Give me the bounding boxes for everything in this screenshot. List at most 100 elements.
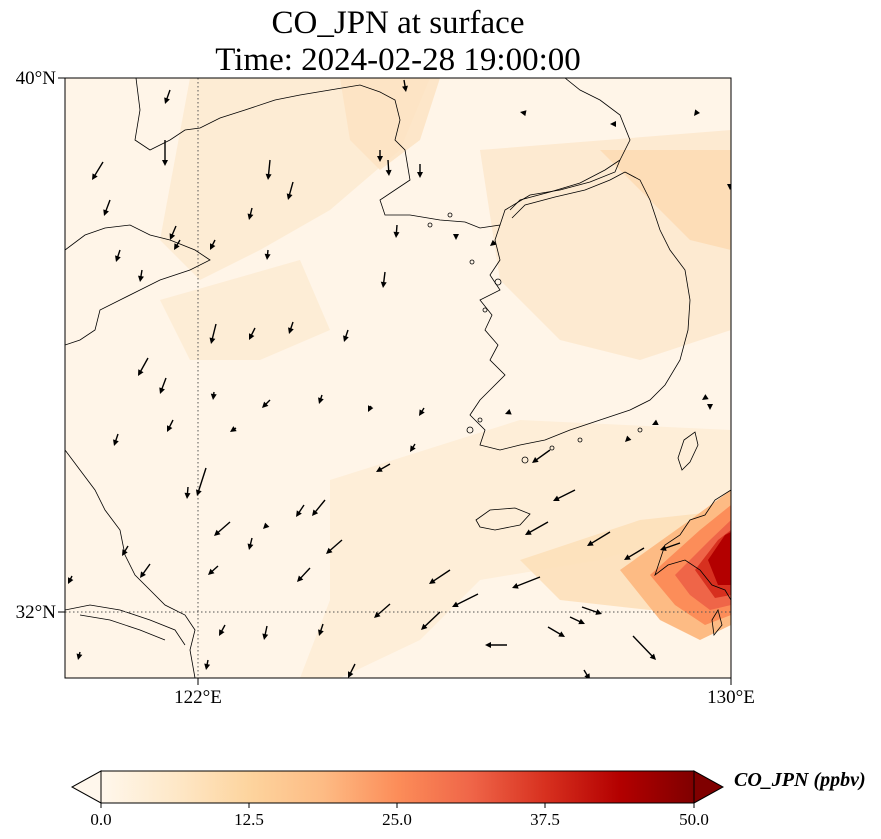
wind-arrow-head: [553, 495, 560, 501]
colorbar-tick: 37.5: [530, 810, 560, 829]
wind-arrow-head: [169, 233, 176, 240]
wind-arrow-head: [286, 193, 293, 200]
wind-arrow-shaft: [514, 576, 541, 588]
wind-arrow-head: [159, 387, 165, 394]
wind-arrow-head: [702, 394, 709, 400]
wind-arrow-head: [162, 160, 168, 166]
wind-arrow-head: [230, 426, 237, 432]
wind-arrow-head: [204, 663, 211, 670]
wind-arrow-head: [512, 583, 519, 589]
wind-arrow-head: [520, 110, 527, 117]
wind-arrow-head: [429, 578, 436, 584]
wind-arrow-shaft: [454, 593, 479, 607]
wind-arrow-head: [410, 445, 416, 452]
wind-arrow-head: [694, 109, 700, 116]
wind-arrow-head: [584, 673, 590, 678]
wind-arrow-head: [649, 653, 656, 660]
gridlines: [65, 78, 731, 678]
wind-arrow-shaft: [422, 611, 441, 629]
wind-arrow-shaft: [581, 606, 600, 614]
wind-arrow-shaft: [527, 521, 549, 535]
wind-arrow-head: [624, 554, 631, 560]
map-subtitle: Time: 2024-02-28 19:00:00: [215, 42, 581, 78]
wind-arrow-head: [348, 671, 354, 678]
wind-arrow-head: [558, 631, 565, 637]
wind-arrow-head: [140, 571, 146, 578]
lat-tick-40: 40°N: [16, 68, 57, 89]
wind-arrow-head: [421, 623, 428, 630]
wind-arrow-head: [249, 333, 255, 340]
wind-arrow-shaft: [534, 449, 551, 462]
wind-arrow-head: [138, 275, 144, 282]
wind-arrow-shaft: [92, 161, 104, 178]
wind-arrow-head: [208, 568, 215, 575]
wind-arrow-shaft: [589, 531, 611, 546]
wind-arrow-head: [417, 172, 423, 178]
wind-arrow-head: [174, 243, 180, 250]
wind-arrow-head: [368, 405, 374, 412]
wind-arrow-head: [393, 231, 400, 238]
wind-arrow-head: [453, 234, 459, 240]
wind-arrow-shaft: [197, 467, 207, 494]
wind-arrow-head: [490, 239, 497, 246]
wind-arrow-head: [318, 397, 324, 404]
wind-arrow-head: [76, 653, 83, 660]
wind-arrow-head: [122, 549, 128, 556]
colorbar-tick: 0.0: [90, 810, 111, 829]
wind-arrow-head: [265, 173, 272, 180]
wind-arrow-head: [578, 618, 585, 625]
wind-arrow-head: [92, 173, 98, 180]
wind-arrow-head: [164, 97, 170, 104]
wind-arrow-head: [113, 439, 119, 446]
wind-arrow-shaft: [555, 489, 576, 501]
colorbar-tick: 12.5: [234, 810, 264, 829]
wind-arrow-shaft: [327, 539, 343, 553]
axis-ticks: [58, 77, 732, 685]
wind-arrow-head: [610, 121, 616, 127]
wind-arrow-head: [288, 327, 294, 334]
lon-tick-122: 122°E: [174, 687, 222, 708]
wind-arrow-head: [214, 529, 221, 536]
wind-arrow-head: [209, 337, 216, 344]
map-frame: [64, 77, 732, 679]
wind-arrow-head: [247, 213, 254, 220]
colorbar-label: CO_JPN (ppbv): [734, 769, 866, 791]
wind-arrow-head: [297, 575, 304, 582]
wind-arrow-head: [318, 629, 324, 636]
wind-arrow-head: [68, 577, 74, 584]
wind-arrow-head: [247, 543, 254, 550]
wind-arrow-head: [296, 510, 302, 517]
wind-arrow-head: [652, 419, 659, 425]
wind-arrow-head: [505, 408, 512, 415]
colorbar: 0.0 12.5 25.0 37.5 50.0 CO_JPN (ppbv): [70, 769, 866, 829]
wind-arrow-head: [210, 243, 216, 250]
wind-arrow-head: [402, 85, 408, 92]
colorbar-tick: 25.0: [382, 810, 412, 829]
wind-arrow-shaft: [662, 542, 681, 550]
wind-arrow-head: [219, 629, 225, 636]
wind-arrow-head: [326, 547, 333, 554]
wind-arrow-head: [103, 209, 109, 216]
wind-arrow-head: [660, 545, 667, 551]
wind-arrow-head: [625, 435, 632, 442]
wind-arrow-head: [184, 492, 191, 499]
coastlines: [65, 78, 731, 678]
wind-arrow-head: [167, 425, 173, 432]
wind-arrow-head: [595, 609, 602, 615]
wind-arrow-head: [195, 489, 202, 496]
wind-arrow-shaft: [632, 635, 655, 659]
wind-arrow-shaft: [375, 603, 391, 617]
wind-arrow-head: [263, 522, 270, 529]
wind-arrow-head: [727, 184, 731, 190]
wind-arrow-head: [707, 404, 713, 410]
wind-arrow-head: [532, 457, 539, 463]
wind-arrow-head: [374, 611, 381, 618]
wind-arrow-head: [587, 540, 594, 546]
lon-tick-130: 130°E: [707, 687, 755, 708]
wind-arrow-head: [376, 466, 383, 472]
wind-arrow-head: [312, 509, 319, 516]
concentration-field: [65, 78, 731, 678]
wind-arrow-head: [525, 529, 532, 535]
lat-tick-32: 32°N: [16, 602, 57, 623]
